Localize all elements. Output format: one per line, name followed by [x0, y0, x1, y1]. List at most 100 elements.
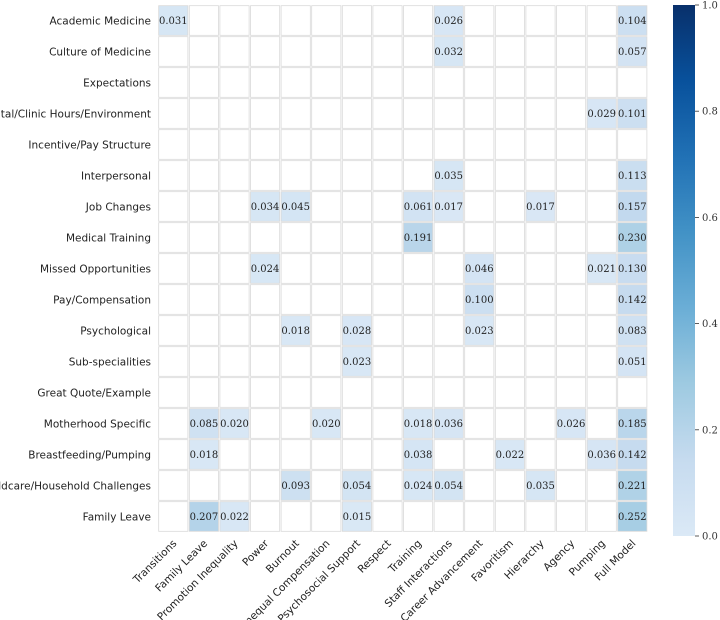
- heatmap-cell-empty: [280, 67, 311, 98]
- heatmap-cell-empty: [617, 67, 648, 98]
- cell-value-label: 0.020: [312, 419, 341, 430]
- heatmap-cell-empty: [403, 36, 434, 67]
- cell-value-label: 0.032: [434, 47, 463, 58]
- cell-value-label: 0.142: [618, 450, 647, 461]
- heatmap-cell-empty: [433, 222, 464, 253]
- heatmap-cell-empty: [250, 5, 281, 36]
- heatmap-cell-empty: [556, 5, 587, 36]
- heatmap-cell-empty: [525, 222, 556, 253]
- heatmap-cell-empty: [586, 346, 617, 377]
- heatmap-cell: [403, 470, 434, 501]
- cell-value-label: 0.034: [251, 202, 280, 213]
- heatmap-cells: [158, 5, 648, 532]
- heatmap-cell: [433, 191, 464, 222]
- heatmap-cell-empty: [341, 67, 372, 98]
- heatmap-cell-empty: [188, 222, 219, 253]
- heatmap-cell-empty: [341, 5, 372, 36]
- heatmap-cell-empty: [556, 470, 587, 501]
- heatmap-cell-empty: [372, 284, 403, 315]
- cell-value-label: 0.036: [434, 419, 463, 430]
- heatmap-cell: [188, 408, 219, 439]
- heatmap-cell-empty: [525, 377, 556, 408]
- row-label: Missed Opportunities: [40, 264, 151, 276]
- heatmap-cell-empty: [158, 315, 189, 346]
- heatmap-cell-empty: [219, 191, 250, 222]
- heatmap-cell-empty: [250, 470, 281, 501]
- heatmap-cell-empty: [341, 284, 372, 315]
- heatmap-cell-empty: [158, 439, 189, 470]
- heatmap-cell-empty: [372, 315, 403, 346]
- cell-value-label: 0.023: [343, 357, 372, 368]
- heatmap-cell-empty: [250, 98, 281, 129]
- colorbar: 0.0 0.2 0.4 0.6 0.8 1.0: [673, 1, 718, 543]
- heatmap-cell-empty: [494, 346, 525, 377]
- heatmap-cell-empty: [494, 160, 525, 191]
- cell-value-label: 0.083: [618, 326, 647, 337]
- cell-value-label: 0.017: [526, 202, 555, 213]
- heatmap-cell: [494, 439, 525, 470]
- heatmap-cell-empty: [158, 98, 189, 129]
- heatmap-cell-empty: [311, 470, 342, 501]
- cell-value-label: 0.054: [434, 481, 463, 492]
- heatmap-cell-empty: [219, 377, 250, 408]
- heatmap-cell: [617, 222, 648, 253]
- heatmap-cell-empty: [188, 98, 219, 129]
- heatmap-cell-empty: [464, 98, 495, 129]
- heatmap-cell-empty: [280, 160, 311, 191]
- cell-value-label: 0.207: [190, 512, 219, 523]
- heatmap-cell-empty: [556, 191, 587, 222]
- heatmap-cell-empty: [158, 191, 189, 222]
- heatmap-cell-empty: [433, 67, 464, 98]
- cell-value-label: 0.017: [434, 202, 463, 213]
- heatmap-cell-empty: [280, 408, 311, 439]
- heatmap-cell-empty: [188, 253, 219, 284]
- colorbar-gradient: [673, 5, 695, 536]
- heatmap-cell: [341, 346, 372, 377]
- column-label: Respect: [356, 538, 394, 576]
- heatmap-cell-empty: [341, 377, 372, 408]
- heatmap-cell: [617, 408, 648, 439]
- heatmap-cell-empty: [250, 160, 281, 191]
- heatmap-cell-empty: [311, 5, 342, 36]
- heatmap-cell-empty: [311, 346, 342, 377]
- heatmap-cell-empty: [250, 129, 281, 160]
- row-label: Sub-specialities: [69, 357, 151, 369]
- heatmap-cell-empty: [280, 129, 311, 160]
- heatmap-cell: [617, 160, 648, 191]
- heatmap-cell-empty: [403, 377, 434, 408]
- cell-value-label: 0.018: [404, 419, 433, 430]
- heatmap-cell: [617, 253, 648, 284]
- heatmap-cell-empty: [158, 377, 189, 408]
- heatmap-cell-empty: [158, 284, 189, 315]
- heatmap-cell-empty: [250, 377, 281, 408]
- heatmap-cell-empty: [494, 470, 525, 501]
- heatmap-cell-empty: [433, 377, 464, 408]
- heatmap-cell: [433, 36, 464, 67]
- heatmap-cell-empty: [219, 160, 250, 191]
- cell-value-label: 0.028: [343, 326, 372, 337]
- heatmap-cell-empty: [219, 67, 250, 98]
- heatmap-cell: [617, 501, 648, 532]
- heatmap-cell-empty: [341, 439, 372, 470]
- heatmap-cell-empty: [372, 501, 403, 532]
- heatmap-cell: [617, 36, 648, 67]
- heatmap-cell-empty: [556, 98, 587, 129]
- cell-value-label: 0.020: [220, 419, 249, 430]
- heatmap-cell-empty: [494, 377, 525, 408]
- heatmap-cell-empty: [341, 36, 372, 67]
- heatmap-cell-empty: [158, 346, 189, 377]
- heatmap-cell-empty: [556, 129, 587, 160]
- heatmap-cell: [525, 191, 556, 222]
- heatmap-cell-empty: [311, 439, 342, 470]
- heatmap-cell: [586, 439, 617, 470]
- heatmap-cell-empty: [250, 439, 281, 470]
- heatmap-cell-empty: [219, 36, 250, 67]
- colorbar-tick-label: 0.0: [702, 532, 718, 543]
- heatmap-cell-empty: [188, 470, 219, 501]
- heatmap-cell-empty: [188, 5, 219, 36]
- heatmap-cell: [403, 408, 434, 439]
- heatmap-cell-empty: [311, 253, 342, 284]
- row-labels: Academic Medicine Culture of Medicine Expe…: [0, 16, 151, 524]
- heatmap-cell-empty: [188, 315, 219, 346]
